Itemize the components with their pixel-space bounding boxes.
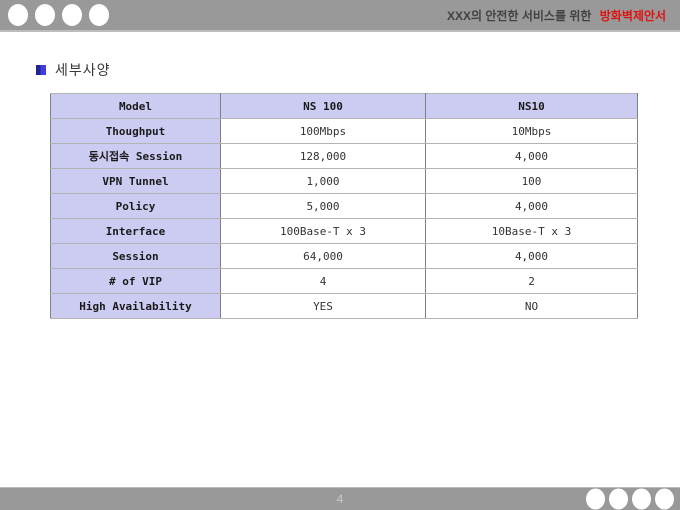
header-dots bbox=[0, 4, 109, 26]
row-label: VPN Tunnel bbox=[50, 168, 221, 194]
row-value: 64,000 bbox=[220, 243, 426, 269]
row-label: Thoughput bbox=[50, 118, 221, 144]
row-value: 10Base-T x 3 bbox=[425, 218, 638, 244]
row-value: 4,000 bbox=[425, 243, 638, 269]
table-row: High Availability YES NO bbox=[50, 293, 638, 319]
page-number: 4 bbox=[336, 492, 344, 506]
table-row: # of VIP 4 2 bbox=[50, 268, 638, 294]
dot-icon bbox=[62, 4, 82, 26]
table-row: Policy 5,000 4,000 bbox=[50, 193, 638, 219]
spec-table-body: Thoughput 100Mbps 10Mbps 동시접속 Session 128,00… bbox=[50, 118, 638, 319]
row-label: 동시접속 Session bbox=[50, 143, 221, 169]
dot-icon bbox=[632, 488, 651, 510]
header-bar: XXX의 안전한 서비스를 위한 방화벽제안서 bbox=[0, 0, 680, 32]
row-label: Session bbox=[50, 243, 221, 269]
row-value: NO bbox=[425, 293, 638, 319]
header-title-prefix: XXX의 안전한 서비스를 위한 bbox=[446, 8, 592, 23]
table-row: Thoughput 100Mbps 10Mbps bbox=[50, 118, 638, 144]
table-row: 동시접속 Session 128,000 4,000 bbox=[50, 143, 638, 169]
header-title: XXX의 안전한 서비스를 위한 방화벽제안서 bbox=[447, 7, 680, 24]
table-header-row: Model NS 100 NS10 bbox=[50, 93, 638, 119]
row-value: 5,000 bbox=[220, 193, 426, 219]
col-header-ns100: NS 100 bbox=[220, 93, 426, 119]
col-header-ns10: NS10 bbox=[425, 93, 638, 119]
row-label: # of VIP bbox=[50, 268, 221, 294]
dot-icon bbox=[586, 488, 605, 510]
col-header-model: Model bbox=[50, 93, 221, 119]
header-title-highlight: 방화벽제안서 bbox=[599, 8, 666, 23]
dot-icon bbox=[655, 488, 674, 510]
section-title-text: 세부사양 bbox=[55, 62, 111, 78]
table-row: Session 64,000 4,000 bbox=[50, 243, 638, 269]
spec-table: Model NS 100 NS10 Thoughput 100Mbps 10Mbps… bbox=[50, 93, 638, 319]
row-label: Interface bbox=[50, 218, 221, 244]
dot-icon bbox=[35, 4, 55, 26]
table-row: Interface 100Base-T x 3 10Base-T x 3 bbox=[50, 218, 638, 244]
row-label: High Availability bbox=[50, 293, 221, 319]
dot-icon bbox=[609, 488, 628, 510]
section-title: 세부사양 bbox=[36, 60, 111, 80]
dot-icon bbox=[8, 4, 28, 26]
row-label: Policy bbox=[50, 193, 221, 219]
row-value: 4,000 bbox=[425, 143, 638, 169]
row-value: 1,000 bbox=[220, 168, 426, 194]
row-value: 10Mbps bbox=[425, 118, 638, 144]
row-value: 100 bbox=[425, 168, 638, 194]
table-row: VPN Tunnel 1,000 100 bbox=[50, 168, 638, 194]
footer-bar: 4 bbox=[0, 487, 680, 510]
row-value: 2 bbox=[425, 268, 638, 294]
bullet-square-icon bbox=[36, 65, 46, 75]
row-value: 4 bbox=[220, 268, 426, 294]
row-value: 128,000 bbox=[220, 143, 426, 169]
row-value: 100Mbps bbox=[220, 118, 426, 144]
row-value: 4,000 bbox=[425, 193, 638, 219]
dot-icon bbox=[89, 4, 109, 26]
row-value: 100Base-T x 3 bbox=[220, 218, 426, 244]
row-value: YES bbox=[220, 293, 426, 319]
footer-dots bbox=[586, 488, 674, 510]
